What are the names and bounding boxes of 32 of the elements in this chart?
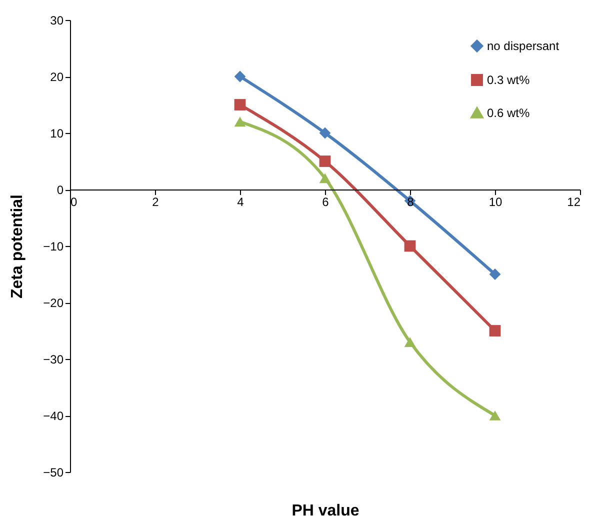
point [234,99,246,110]
y-tick-label: 20 [50,70,64,84]
point [234,116,246,127]
point [404,337,416,347]
point [489,410,501,420]
x-tick-label: 0 [70,195,78,209]
y-tick-label: −50 [43,466,64,480]
y-tick-label: 30 [50,14,64,28]
point [234,70,246,82]
legend-label: 0.6 wt% [487,106,530,120]
point [489,325,501,336]
legend-label: no dispersant [487,39,560,53]
point [319,156,331,167]
x-tick-label: 8 [407,195,414,209]
point [319,173,331,184]
y-tick-label: −30 [43,352,64,366]
x-tick-label: 10 [488,195,502,209]
y-tick-label: −10 [43,240,64,254]
x-tick-label: 4 [237,195,244,209]
x-tick-label: 6 [322,195,330,209]
y-axis-title: Zeta potential [9,194,26,299]
point [489,268,501,280]
x-tick-label: 12 [567,195,581,209]
point [319,127,331,139]
y-tick-label: 0 [56,183,64,197]
x-axis-title: PH value [292,502,360,520]
point [404,240,416,252]
legend-label: 0.3 wt% [487,73,530,87]
y-tick-label: −20 [43,296,64,310]
x-tick-label: 2 [152,195,160,209]
y-tick-label: 10 [50,126,64,140]
y-tick-label: −40 [43,409,64,423]
